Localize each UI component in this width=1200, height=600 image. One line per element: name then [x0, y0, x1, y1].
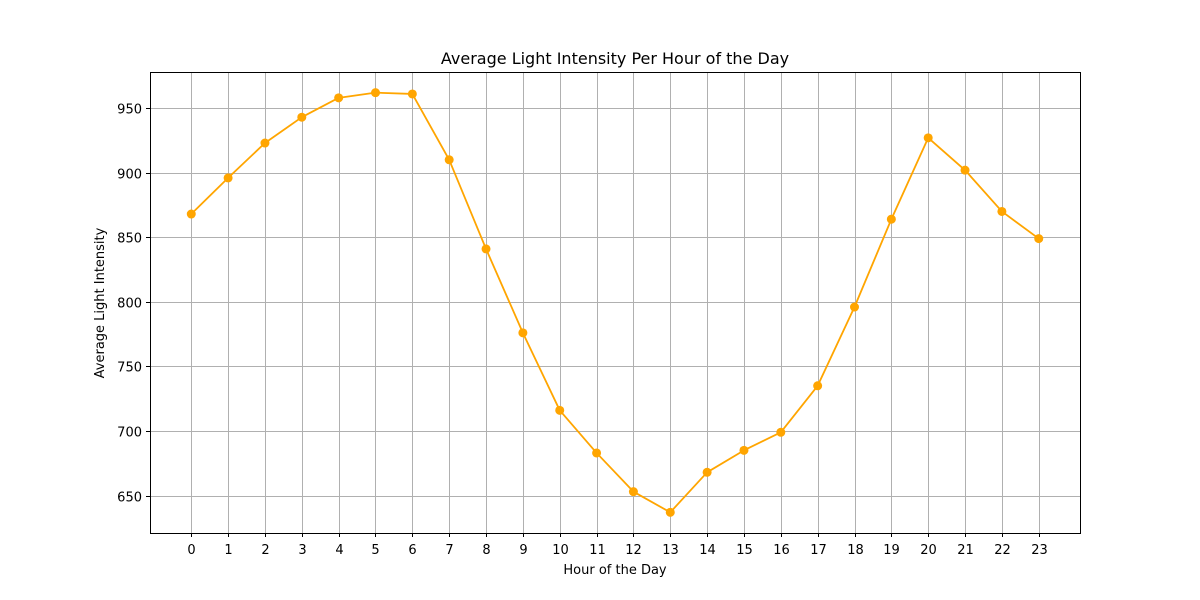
x-tick-label: 19	[883, 543, 900, 558]
x-tick-label: 1	[224, 543, 232, 558]
x-tick-label: 14	[699, 543, 716, 558]
data-series	[186, 88, 1044, 517]
x-tick-label: 3	[298, 543, 306, 558]
data-point	[260, 138, 270, 148]
x-tick-label: 16	[773, 543, 790, 558]
chart-title: Average Light Intensity Per Hour of the …	[441, 49, 789, 68]
x-tick-label: 7	[445, 543, 453, 558]
x-tick-label: 15	[736, 543, 753, 558]
data-point	[518, 328, 528, 338]
x-tick-label: 4	[335, 543, 343, 558]
y-tick-label: 800	[117, 297, 142, 312]
x-tick-label: 22	[994, 543, 1011, 558]
data-point	[702, 467, 712, 477]
data-point	[923, 133, 933, 143]
data-point	[886, 214, 896, 224]
x-tick-label: 21	[957, 543, 974, 558]
x-tick-label: 20	[920, 543, 937, 558]
x-tick-label: 2	[261, 543, 269, 558]
data-point	[334, 93, 344, 103]
series-line	[190, 91, 1040, 514]
data-point	[592, 448, 602, 458]
x-tick-label: 8	[482, 543, 490, 558]
x-tick-label: 5	[371, 543, 379, 558]
data-point	[407, 89, 417, 99]
plot-frame	[150, 72, 1081, 534]
y-tick-label: 750	[117, 361, 142, 376]
x-tick-label: 0	[187, 543, 195, 558]
data-point	[739, 445, 749, 455]
x-tick-label: 10	[552, 543, 569, 558]
y-tick-label: 900	[117, 168, 142, 183]
y-tick-label: 700	[117, 426, 142, 441]
data-point	[481, 244, 491, 254]
data-point	[960, 165, 970, 175]
y-tick-label: 650	[117, 491, 142, 506]
y-tick-label: 950	[117, 103, 142, 118]
data-point	[850, 302, 859, 312]
x-tick-label: 9	[519, 543, 527, 558]
data-point	[186, 209, 196, 219]
x-axis-label: Hour of the Day	[563, 563, 667, 578]
y-axis-label: Average Light Intensity	[93, 227, 108, 378]
y-tick-label: 850	[117, 232, 142, 247]
y-axis-ticks: 650 700 750 800 850 900 950	[117, 103, 150, 506]
data-point	[444, 155, 454, 165]
grid	[150, 72, 1080, 533]
data-point	[665, 507, 675, 517]
x-tick-label: 23	[1031, 543, 1048, 558]
data-point	[223, 173, 233, 183]
data-point	[776, 427, 786, 437]
x-tick-label: 11	[589, 543, 606, 558]
x-tick-label: 6	[408, 543, 416, 558]
data-point	[997, 206, 1007, 216]
x-axis-ticks: 0 1 2 3 4 5 6 7 8 9 10 11 12 13 14 15 16 17 18 19 20 21 22 23	[187, 533, 1048, 558]
x-tick-label: 12	[625, 543, 642, 558]
data-point	[1034, 234, 1044, 244]
x-tick-label: 17	[810, 543, 827, 558]
x-tick-label: 18	[847, 543, 864, 558]
data-point	[371, 88, 380, 98]
x-tick-label: 13	[662, 543, 679, 558]
data-point	[297, 112, 307, 122]
data-point	[628, 487, 638, 497]
data-point	[813, 381, 823, 391]
data-point	[555, 405, 565, 415]
